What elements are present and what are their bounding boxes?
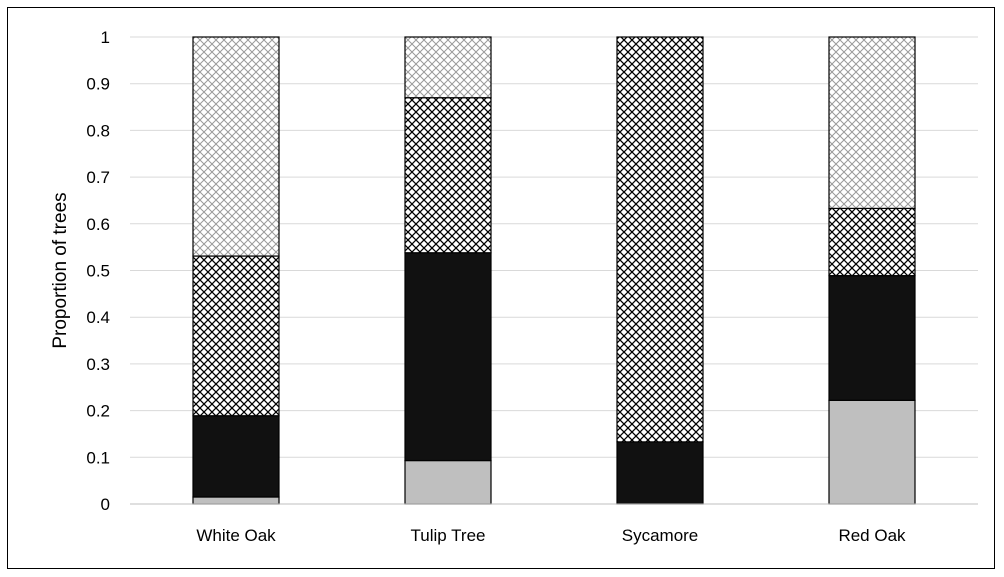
bar-segment <box>828 399 916 505</box>
x-tick-labels: White Oak Tulip Tree Sycamore Red Oak <box>196 526 906 545</box>
bar-segment <box>404 97 492 254</box>
y-tick-label: 0 <box>101 495 110 514</box>
y-tick-labels: 0 0.1 0.2 0.3 0.4 0.5 0.6 0.7 0.8 0.9 1 <box>86 28 110 514</box>
bar-segment <box>404 252 492 462</box>
y-tick-label: 0.6 <box>86 215 110 234</box>
y-tick-label: 0.1 <box>86 448 110 467</box>
y-tick-label: 0.9 <box>86 75 110 94</box>
bar-segment <box>192 415 280 498</box>
bar-segment <box>192 496 280 505</box>
y-axis-label: Proportion of trees <box>50 192 71 348</box>
x-tick-label: Red Oak <box>838 526 906 545</box>
bar-segment <box>616 36 704 443</box>
bar-segment <box>404 36 492 99</box>
bar-segment <box>192 255 280 417</box>
y-tick-label: 0.3 <box>86 355 110 374</box>
x-tick-label: White Oak <box>196 526 276 545</box>
bar-segment <box>404 459 492 505</box>
bar-segment <box>828 207 916 277</box>
bar-segment <box>828 36 916 209</box>
y-tick-label: 0.2 <box>86 402 110 421</box>
y-tick-label: 0.5 <box>86 262 110 281</box>
bar-segment <box>616 441 704 505</box>
bar-segment <box>828 275 916 401</box>
x-tick-label: Tulip Tree <box>411 526 486 545</box>
bar-segment <box>192 36 280 257</box>
y-tick-label: 1 <box>101 28 110 47</box>
x-tick-label: Sycamore <box>622 526 699 545</box>
bars <box>192 36 916 505</box>
y-tick-label: 0.7 <box>86 168 110 187</box>
y-tick-label: 0.4 <box>86 308 110 327</box>
y-tick-label: 0.8 <box>86 121 110 140</box>
